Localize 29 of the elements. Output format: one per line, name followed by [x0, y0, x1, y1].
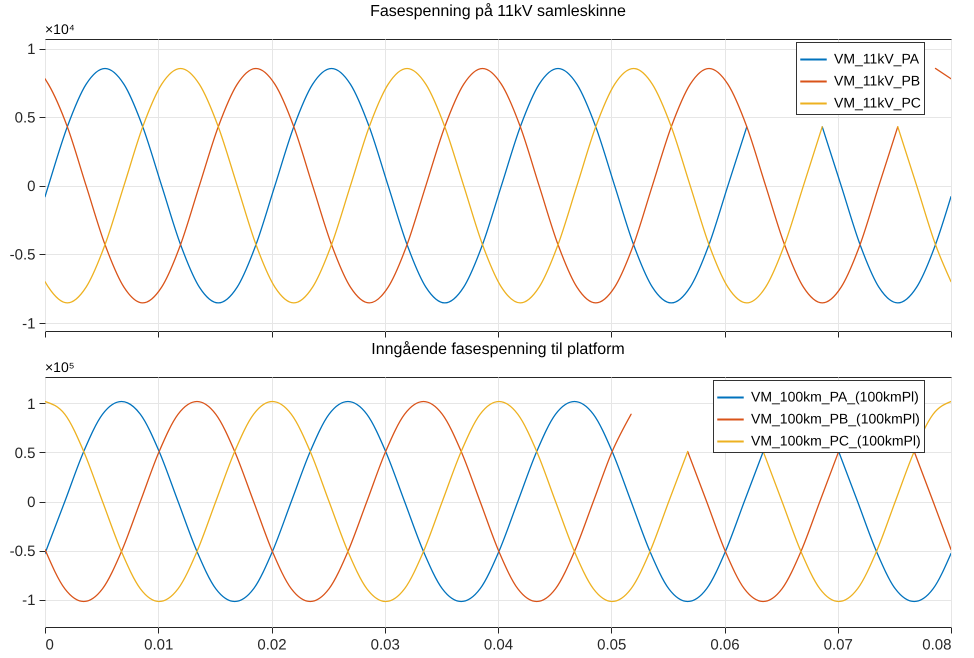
y-tick-label: 0.5	[14, 444, 36, 462]
legend-label: VM_100km_PC_(100kmPl)	[751, 432, 921, 448]
chart-title: Inngående fasespenning til platform	[371, 341, 625, 358]
y-tick-label: -0.5	[10, 246, 36, 264]
text: ×10⁴	[45, 21, 75, 37]
y-tick-label: 1	[27, 396, 36, 413]
y-tick-label: -0.5	[10, 543, 36, 560]
y-tick-label: 0.5	[14, 110, 36, 127]
x-tick-label: 0.04	[484, 636, 514, 654]
y-tick-label: -1	[22, 592, 36, 610]
x-tick-label: 0.07	[824, 636, 853, 654]
y-tick-label: 1	[27, 41, 36, 58]
y-tick-label: 0	[27, 178, 36, 196]
text: ×10⁵	[45, 359, 75, 375]
legend-label: VM_11kV_PA	[834, 50, 920, 66]
legend-label: VM_11kV_PC	[834, 94, 921, 110]
x-tick-label: 0.05	[597, 636, 626, 654]
x-tick-label: 0.02	[257, 636, 287, 654]
x-tick-label: 0.06	[710, 636, 740, 654]
x-tick-label: 0.01	[144, 636, 174, 654]
chart-title: Fasespenning på 11kV samleskinne	[370, 3, 626, 20]
legend-label: VM_100km_PA_(100kmPl)	[751, 388, 919, 404]
x-tick-label: 0.03	[370, 636, 400, 654]
x-tick-label: 0.08	[922, 636, 952, 654]
x-tick-label: 0	[46, 636, 54, 654]
y-tick-label: 0	[27, 494, 36, 512]
y-tick-label: -1	[22, 315, 36, 332]
legend-label: VM_11kV_PB	[834, 72, 920, 88]
legend-label: VM_100km_PB_(100kmPl)	[751, 410, 920, 426]
